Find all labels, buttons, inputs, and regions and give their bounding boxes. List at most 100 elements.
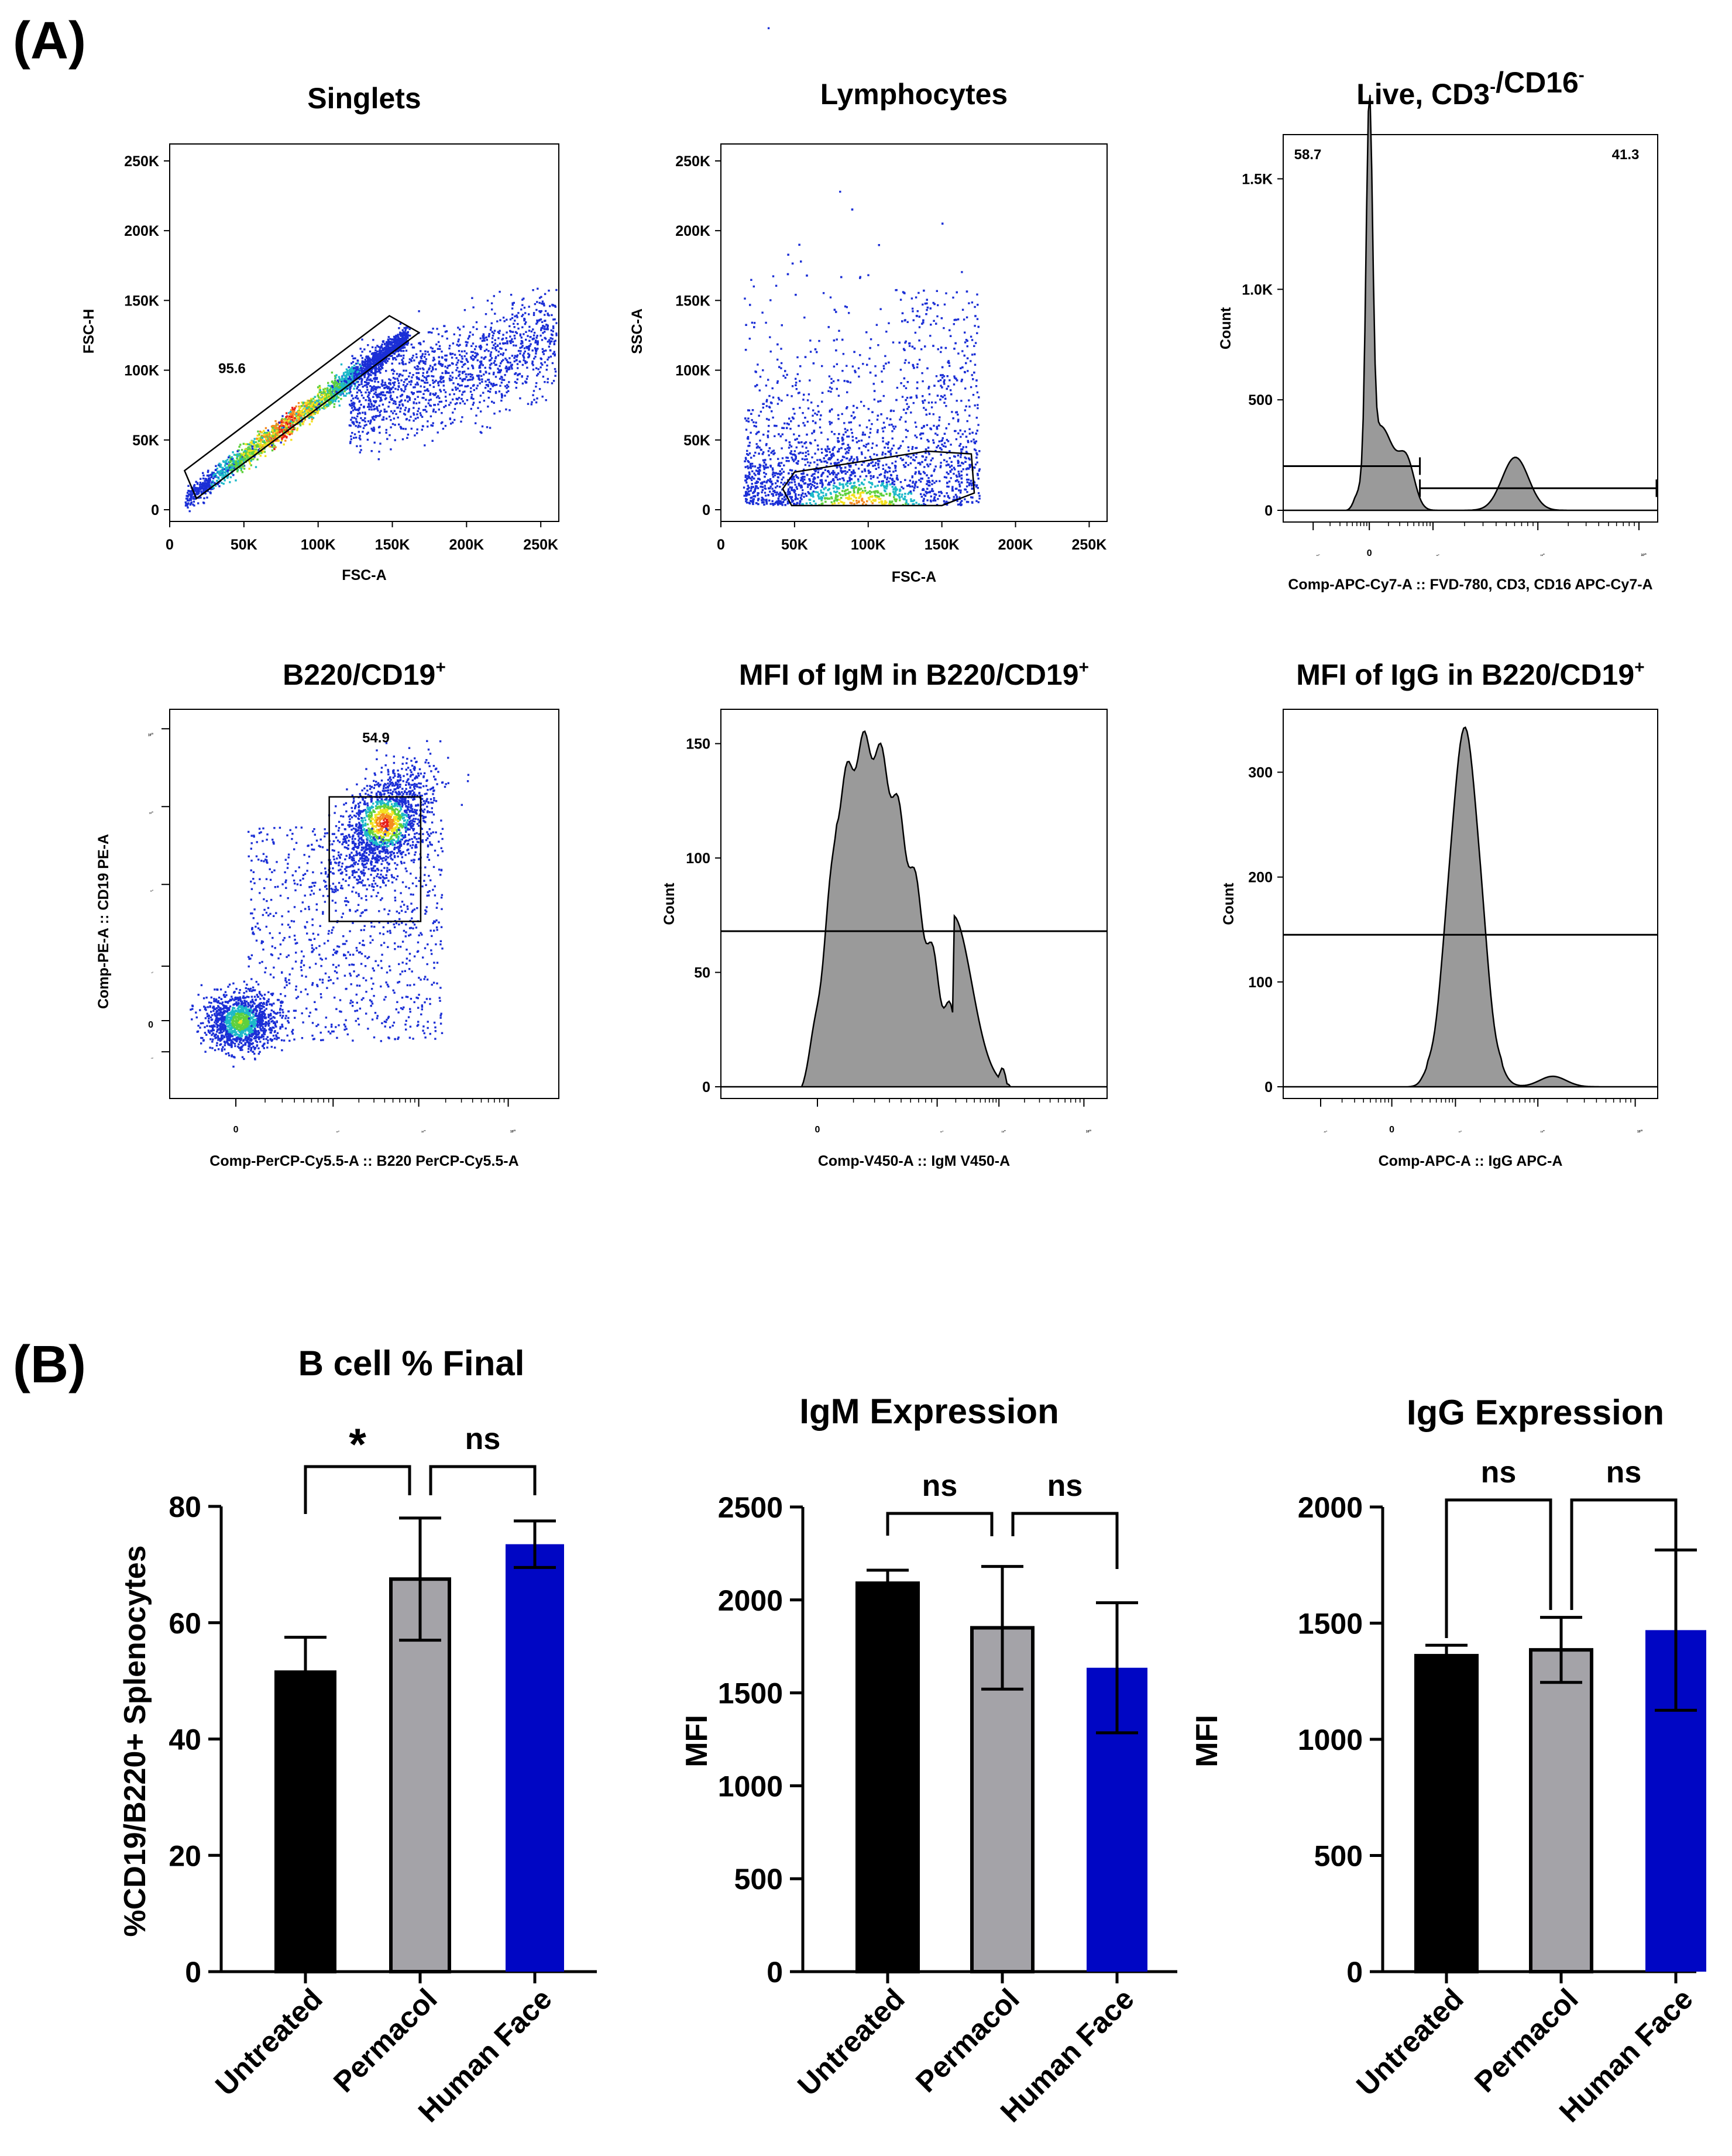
event-dot — [370, 406, 372, 408]
event-dot — [439, 380, 441, 383]
event-dot — [425, 379, 428, 381]
event-dot — [841, 494, 844, 496]
event-dot — [287, 432, 289, 435]
event-dot — [413, 346, 415, 349]
event-dot — [429, 392, 432, 394]
event-dot — [379, 359, 382, 361]
event-dot — [539, 357, 542, 360]
event-dot — [487, 379, 490, 381]
event-dot — [487, 335, 490, 337]
event-dot — [334, 390, 336, 393]
event-dot — [441, 356, 444, 358]
event-dot — [249, 441, 252, 444]
event-dot — [504, 367, 507, 369]
event-dot — [257, 450, 259, 453]
event-dot — [377, 368, 380, 370]
event-dot — [517, 322, 519, 325]
event-dot — [891, 481, 894, 484]
event-dot — [452, 421, 454, 424]
event-dot — [541, 363, 544, 366]
event-dot — [501, 396, 503, 399]
event-dot — [972, 394, 975, 396]
event-dot — [745, 458, 747, 461]
event-dot — [401, 345, 404, 348]
event-dot — [541, 327, 544, 329]
event-dot — [547, 381, 549, 383]
event-dot — [229, 476, 232, 479]
event-dot — [480, 346, 483, 348]
event-dot — [405, 343, 407, 345]
event-dot — [403, 332, 405, 335]
event-dot — [207, 490, 209, 492]
event-dot — [260, 447, 262, 449]
event-dot — [460, 420, 462, 423]
event-dot — [455, 363, 458, 366]
event-dot — [757, 481, 760, 483]
event-dot — [389, 396, 391, 399]
event-dot — [325, 403, 328, 406]
event-dot — [315, 408, 318, 411]
event-dot — [377, 458, 380, 461]
event-dot — [355, 369, 358, 371]
event-dot — [403, 346, 406, 349]
event-dot — [892, 471, 895, 473]
event-dot — [943, 394, 946, 397]
event-dot — [374, 346, 377, 349]
event-dot — [461, 397, 463, 400]
event-dot — [516, 316, 518, 318]
event-dot — [465, 341, 467, 344]
event-dot — [219, 466, 222, 468]
event-dot — [338, 377, 341, 380]
event-dot — [365, 368, 367, 370]
event-dot — [191, 490, 193, 492]
event-dot — [185, 502, 187, 505]
event-dot — [276, 427, 279, 429]
event-dot — [395, 339, 398, 341]
event-dot — [266, 435, 269, 438]
event-dot — [390, 426, 392, 428]
event-dot — [475, 414, 477, 417]
event-dot — [421, 353, 424, 355]
event-dot — [813, 500, 815, 503]
event-dot — [405, 349, 408, 352]
event-dot — [483, 337, 486, 339]
event-dot — [424, 353, 427, 355]
event-dot — [510, 366, 513, 368]
event-dot — [461, 366, 463, 368]
event-dot — [502, 359, 504, 361]
event-dot — [214, 469, 217, 471]
event-dot — [493, 344, 495, 346]
event-dot — [250, 459, 252, 462]
event-dot — [544, 320, 546, 322]
event-dot — [245, 443, 247, 445]
event-dot — [341, 392, 344, 394]
event-dot — [401, 361, 404, 363]
event-dot — [499, 371, 501, 373]
event-dot — [439, 389, 441, 391]
event-dot — [281, 430, 283, 432]
event-dot — [412, 355, 414, 357]
event-dot — [417, 383, 419, 386]
x-tick-label: 250K — [1072, 537, 1107, 553]
event-dot — [367, 376, 370, 378]
event-dot — [394, 346, 396, 348]
event-dot — [385, 362, 387, 364]
event-dot — [397, 342, 400, 344]
event-dot — [362, 367, 365, 369]
event-dot — [259, 430, 262, 433]
event-dot — [500, 399, 503, 402]
event-dot — [376, 396, 379, 399]
event-dot — [373, 387, 376, 390]
event-dot — [229, 481, 231, 483]
event-dot — [222, 474, 225, 476]
event-dot — [507, 390, 510, 392]
event-dot — [236, 453, 239, 455]
event-dot — [970, 360, 972, 362]
event-dot — [479, 382, 481, 384]
event-dot — [480, 410, 482, 413]
event-dot — [552, 325, 555, 328]
event-dot — [359, 367, 362, 369]
event-dot — [407, 342, 409, 345]
event-dot — [493, 295, 495, 297]
event-dot — [459, 384, 461, 387]
